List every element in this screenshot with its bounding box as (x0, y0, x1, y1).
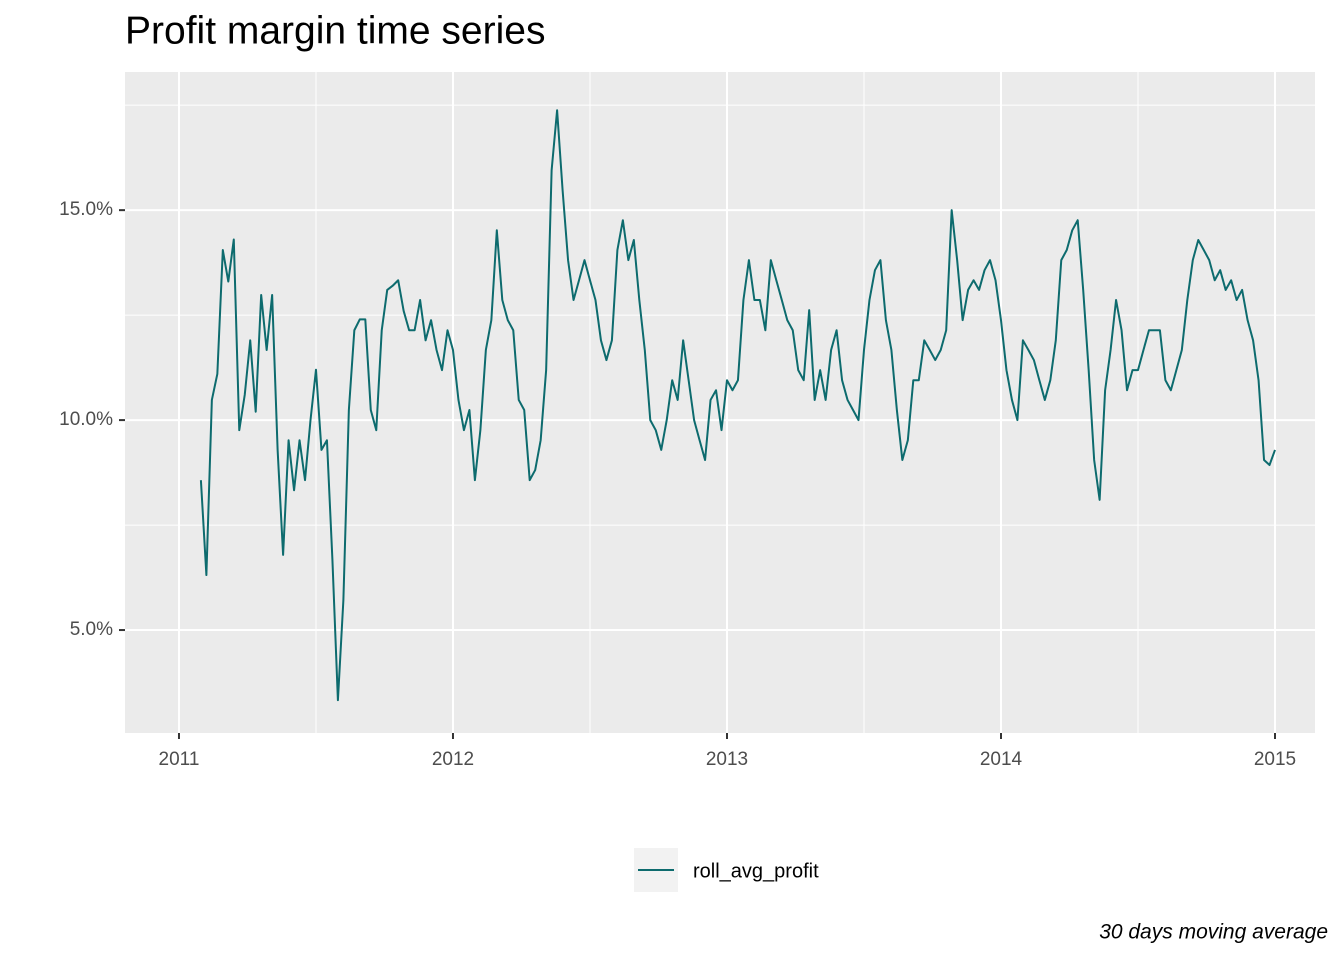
x-tick-label: 2015 (1254, 749, 1296, 770)
line (199, 109, 1276, 702)
y-tick-label: 10.0% (59, 409, 113, 430)
x-tick-label: 2013 (706, 749, 748, 770)
y-tick-label: 5.0% (70, 619, 113, 640)
x-tick-label: 2014 (980, 749, 1023, 770)
x-tick-label: 2011 (159, 749, 200, 770)
x-tick-label: 2012 (432, 749, 474, 770)
legend-label: roll_avg_profit (693, 860, 819, 882)
caption: 30 days moving average (1099, 921, 1328, 944)
panel (125, 72, 1315, 733)
y-tick-label: 15.0% (59, 199, 113, 220)
chart-title: Profit margin time series (125, 9, 545, 52)
